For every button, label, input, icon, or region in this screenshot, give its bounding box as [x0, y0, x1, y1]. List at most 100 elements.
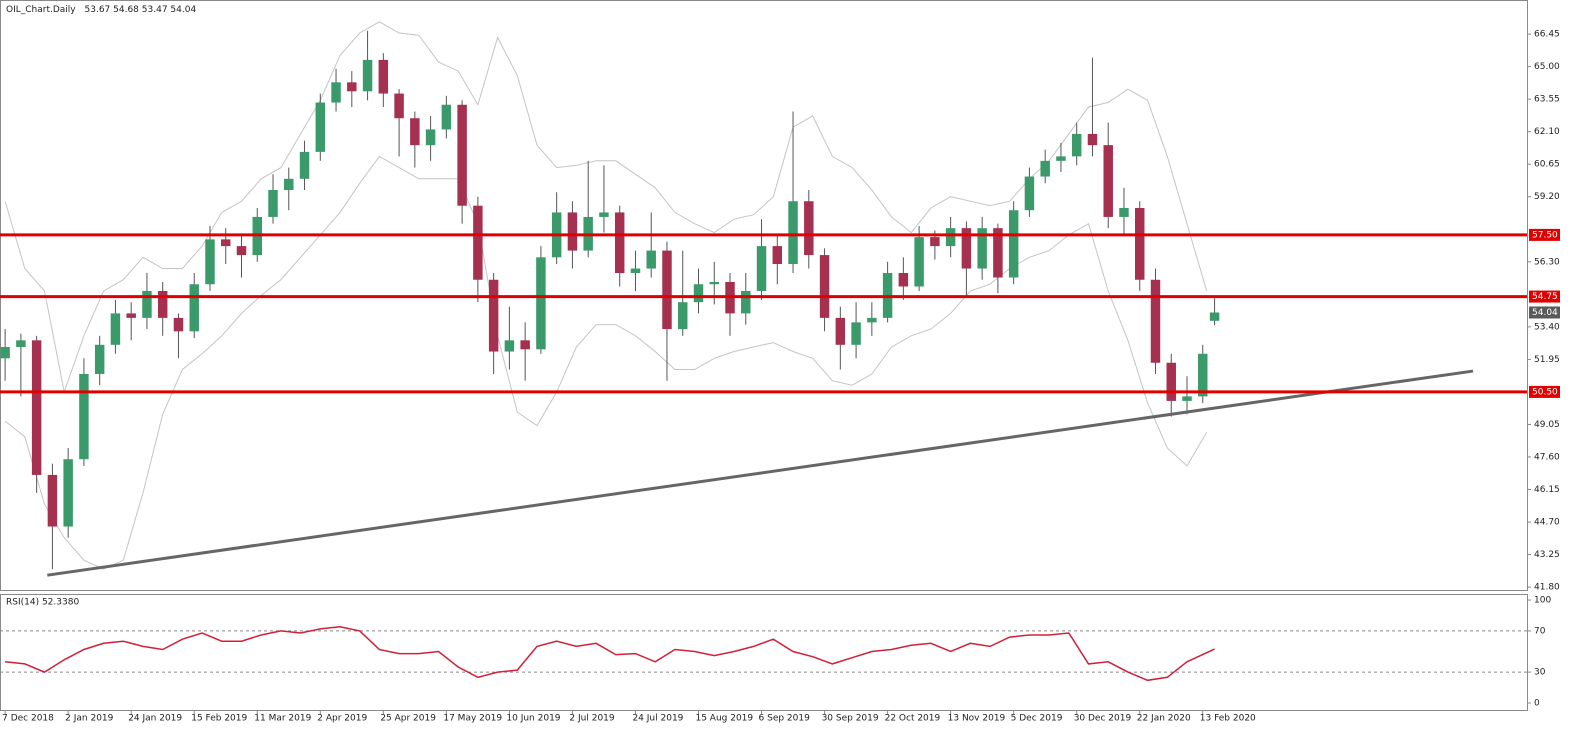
candle-body — [189, 284, 199, 332]
y-tick-label: 51.95 — [1534, 355, 1560, 365]
candle-body — [1040, 160, 1050, 177]
x-tick-label: 7 Dec 2018 — [2, 714, 54, 724]
level-label: 50.50 — [1532, 387, 1558, 397]
candle-body — [268, 190, 278, 217]
candle-body — [173, 317, 184, 332]
y-tick-label: 66.45 — [1534, 30, 1560, 40]
candle-body — [599, 212, 609, 217]
close-value: 54.04 — [170, 5, 196, 15]
candle-body — [441, 104, 452, 130]
candle-body — [331, 82, 341, 103]
candle-body — [1008, 210, 1019, 278]
y-tick-label: 0 — [1534, 698, 1540, 708]
x-tick-label: 15 Aug 2019 — [695, 714, 753, 724]
rsi-line — [5, 626, 1215, 682]
candle-body — [1024, 176, 1035, 211]
candle-body — [520, 340, 530, 350]
chart-header: OIL_Chart.Daily 53.67 54.68 53.47 54.04 — [6, 5, 196, 15]
candle-body — [347, 82, 357, 92]
candle-body — [678, 302, 688, 330]
candle-body — [867, 317, 877, 323]
y-tick-label: 65.00 — [1534, 62, 1560, 72]
candle-body — [930, 237, 940, 247]
candle-body — [914, 237, 924, 287]
candle-body — [126, 313, 136, 318]
x-tick-label: 10 Jun 2019 — [506, 714, 560, 724]
candle-body — [221, 239, 231, 247]
candle-body — [1071, 133, 1082, 157]
candle-body — [299, 151, 310, 179]
x-tick-label: 24 Jul 2019 — [632, 714, 683, 724]
x-tick-label: 13 Nov 2019 — [948, 714, 1006, 724]
candle-body — [835, 317, 846, 345]
x-tick-label: 25 Apr 2019 — [380, 714, 436, 724]
candle-body — [1209, 312, 1220, 321]
candle-body — [110, 313, 121, 345]
candle-body — [1182, 396, 1192, 401]
y-tick-label: 43.25 — [1534, 550, 1560, 560]
x-tick-label: 22 Oct 2019 — [885, 714, 941, 724]
y-tick-label: 63.55 — [1534, 95, 1560, 105]
last-price-box — [1529, 306, 1560, 319]
y-tick-label: 46.15 — [1534, 485, 1560, 495]
x-tick-label: 2 Apr 2019 — [317, 714, 367, 724]
candle-body — [1119, 207, 1129, 217]
candle-body — [1103, 145, 1113, 217]
x-tick-label: 2 Jan 2019 — [65, 714, 113, 724]
candle-body — [567, 212, 578, 251]
x-tick-label: 15 Feb 2019 — [191, 714, 247, 724]
candle-body — [1087, 133, 1098, 146]
candle-body — [205, 239, 215, 285]
level-label-box — [1529, 385, 1560, 398]
candle-body — [772, 246, 783, 265]
y-tick-label: 70 — [1534, 626, 1546, 636]
candle-body — [851, 322, 861, 345]
candle-body — [315, 102, 326, 152]
level-label-box — [1529, 228, 1560, 241]
candle-body — [16, 340, 26, 348]
x-tick-label: 5 Dec 2019 — [1011, 714, 1063, 724]
y-tick-label: 59.20 — [1534, 192, 1560, 202]
candle-body — [425, 129, 436, 146]
y-tick-label: 41.80 — [1534, 583, 1560, 593]
candle-body — [693, 284, 704, 303]
last-price-label: 54.04 — [1532, 308, 1558, 318]
rsi-title: RSI(14) 52.3380 — [6, 598, 79, 608]
candle-body — [1150, 279, 1161, 363]
candle-body — [614, 212, 625, 274]
y-tick-label: 47.60 — [1534, 452, 1560, 462]
candle-body — [756, 246, 767, 291]
candle-body — [977, 228, 987, 269]
candle-body — [473, 205, 483, 280]
x-tick-label: 30 Sep 2019 — [822, 714, 879, 724]
candle-body — [284, 178, 294, 191]
candle-body — [31, 340, 42, 475]
level-label: 54.75 — [1532, 292, 1558, 302]
x-tick-label: 30 Dec 2019 — [1074, 714, 1132, 724]
candle-body — [63, 459, 73, 527]
y-tick-label: 30 — [1534, 668, 1546, 678]
candle-body — [961, 228, 972, 269]
high-value: 54.68 — [113, 5, 139, 15]
y-tick-label: 49.05 — [1534, 420, 1560, 430]
candle-body — [157, 290, 168, 318]
candle-body — [47, 474, 58, 527]
level-label: 57.50 — [1532, 230, 1558, 240]
candle-body — [362, 59, 373, 92]
candle-body — [457, 104, 467, 206]
candle-body — [662, 250, 672, 330]
y-tick-label: 44.70 — [1534, 518, 1560, 528]
candle-body — [819, 255, 830, 318]
candle-body — [741, 290, 751, 314]
candle-body — [142, 290, 152, 318]
candle-body — [945, 228, 956, 247]
bollinger-band — [4, 155, 1208, 570]
low-value: 53.47 — [142, 5, 168, 15]
open-value: 53.67 — [85, 5, 111, 15]
candle-body — [630, 268, 641, 274]
candle-body — [993, 228, 1003, 278]
candle-body — [236, 246, 247, 256]
candle-body — [504, 340, 515, 352]
candle-body — [410, 118, 420, 146]
candle-body — [646, 250, 656, 269]
